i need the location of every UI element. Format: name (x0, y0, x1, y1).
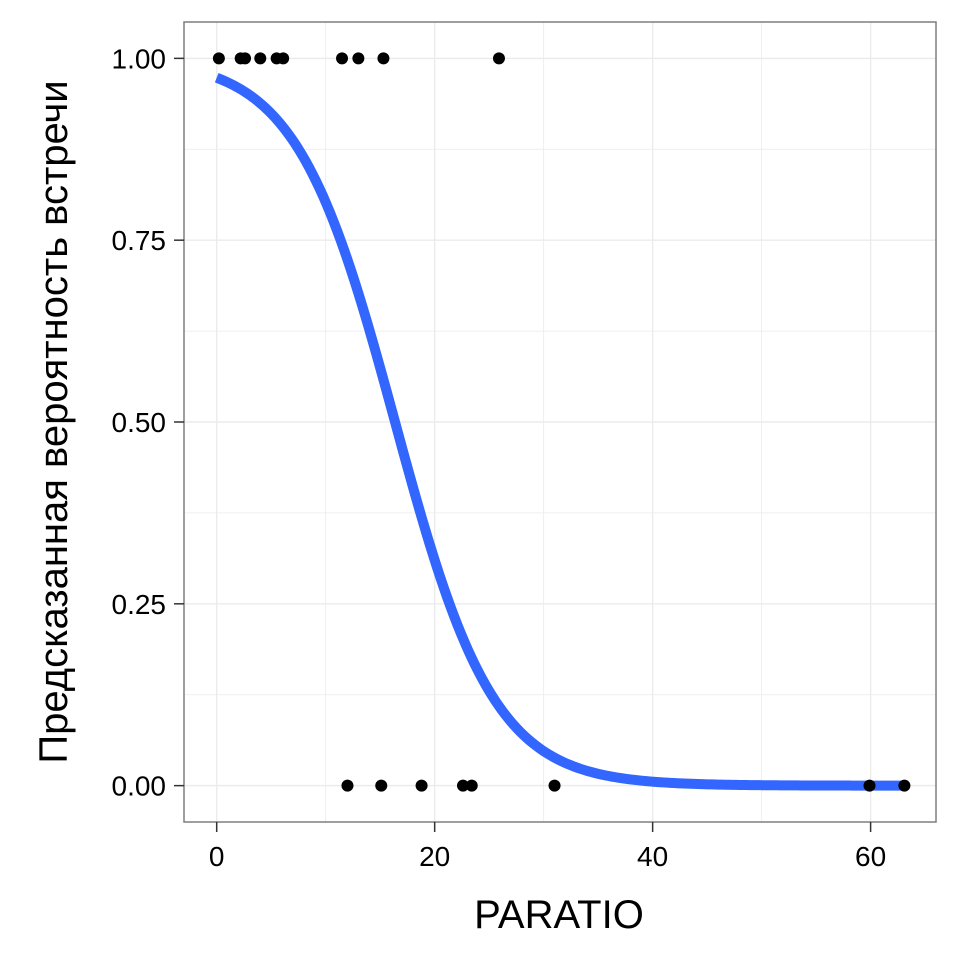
data-point-6 (336, 52, 349, 65)
x-axis-title: PARATIO (474, 893, 644, 937)
data-point-8 (377, 52, 390, 65)
y-tick-label-2: 0.50 (112, 407, 167, 438)
y-tick-label-4: 1.00 (112, 43, 167, 74)
data-point-9 (492, 52, 505, 65)
data-point-5 (277, 52, 290, 65)
fit-curve (214, 73, 905, 791)
y-tick-label-1: 0.25 (112, 589, 167, 620)
x-tick-label-3: 60 (855, 841, 886, 872)
data-point-16 (863, 779, 876, 792)
x-tick-label-0: 0 (209, 841, 225, 872)
grid-major (184, 22, 936, 822)
data-point-15 (548, 779, 561, 792)
x-axis: 0 20 40 60 (209, 822, 886, 872)
data-point-11 (375, 779, 388, 792)
data-point-14 (465, 779, 478, 792)
data-point-2 (239, 52, 252, 65)
data-point-17 (898, 779, 911, 792)
data-point-12 (415, 779, 428, 792)
data-point-0 (212, 52, 225, 65)
fit-curve-layer (214, 73, 905, 791)
data-point-10 (341, 779, 354, 792)
y-tick-label-0: 0.00 (112, 771, 167, 802)
data-point-13 (457, 779, 470, 792)
points-layer (212, 52, 911, 792)
data-point-3 (254, 52, 267, 65)
x-tick-label-1: 20 (419, 841, 450, 872)
y-tick-label-3: 0.75 (112, 225, 167, 256)
y-axis-title: Предсказанная вероятность встречи (32, 80, 76, 763)
x-tick-label-2: 40 (637, 841, 668, 872)
data-point-7 (352, 52, 365, 65)
y-axis: 0.00 0.25 0.50 0.75 1.00 (112, 43, 184, 802)
